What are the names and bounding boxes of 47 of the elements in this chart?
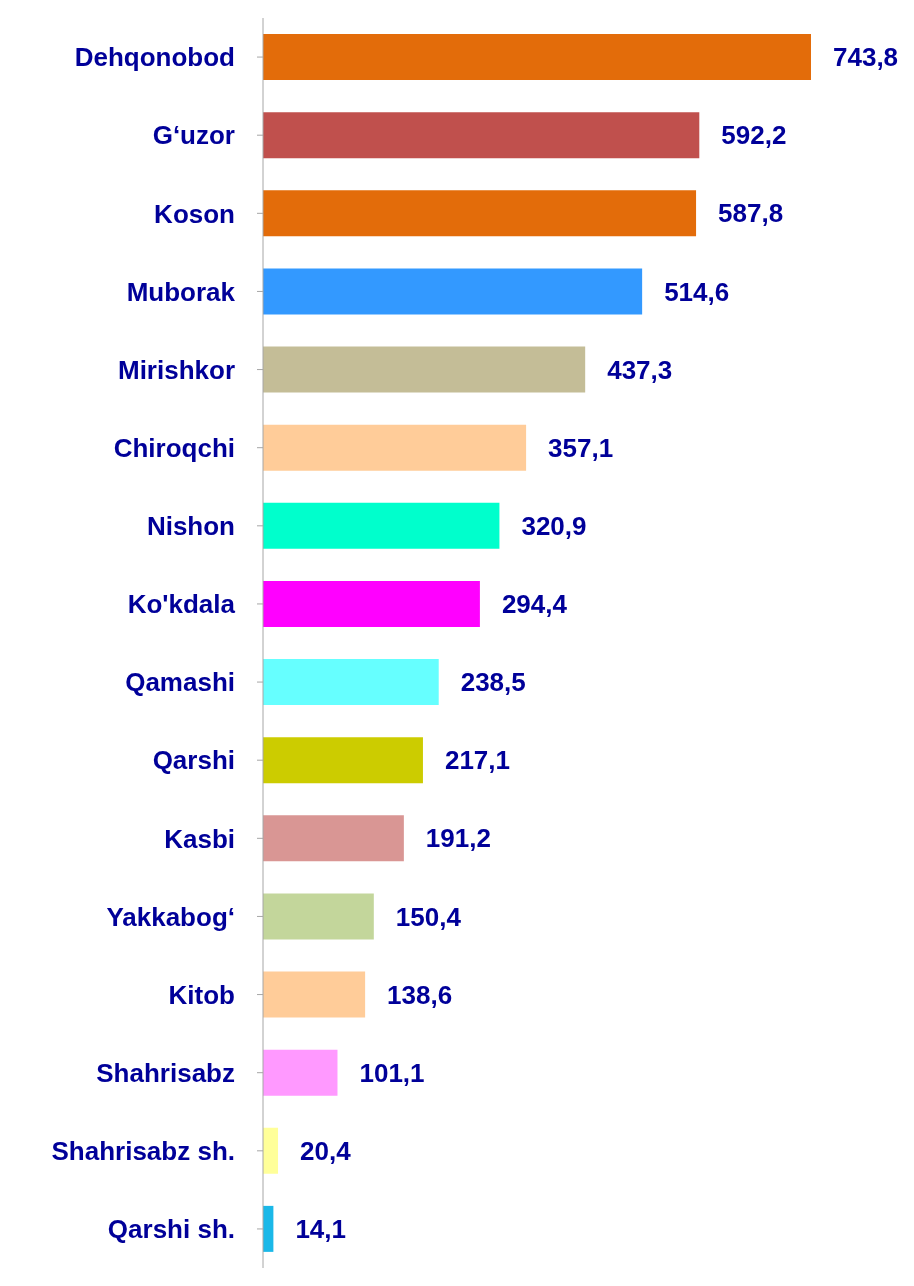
- bar: [263, 34, 811, 80]
- y-tick-label: Dehqonobod: [74, 42, 235, 73]
- data-label: 743,8: [833, 42, 899, 73]
- data-label: 101,1: [359, 1057, 425, 1088]
- data-label: 20,4: [300, 1135, 352, 1166]
- bar: [263, 1127, 279, 1174]
- data-label: 592,2: [721, 120, 787, 151]
- y-tick-label: Qarshi: [152, 745, 235, 776]
- bar: [263, 112, 700, 159]
- y-tick-label: Koson: [154, 198, 235, 229]
- bar: [263, 580, 480, 627]
- bar: [263, 190, 697, 237]
- y-tick-label: G‘uzor: [152, 120, 235, 151]
- y-tick-label: Kitob: [168, 979, 235, 1010]
- bar: [263, 659, 439, 705]
- bar: [263, 893, 374, 940]
- data-label: 138,6: [387, 979, 453, 1010]
- y-tick-label: Ko'kdala: [127, 589, 236, 620]
- y-tick-label: Shahrisabz: [96, 1057, 235, 1088]
- bar: [263, 1049, 338, 1096]
- data-label: 437,3: [607, 354, 673, 385]
- y-tick-label: Nishon: [146, 511, 235, 542]
- bar: [263, 971, 366, 1018]
- data-label: 587,8: [718, 198, 784, 229]
- data-label: 357,1: [548, 432, 614, 463]
- data-label: 217,1: [444, 745, 511, 776]
- y-tick-label: Qamashi: [125, 667, 235, 698]
- y-tick-label: Muborak: [126, 276, 236, 307]
- y-tick-label: Mirishkor: [117, 354, 235, 385]
- data-label: 238,5: [460, 667, 526, 698]
- y-tick-label: Shahrisabz sh.: [51, 1136, 235, 1167]
- data-label: 150,4: [395, 901, 462, 932]
- y-tick-label: Yakkabog‘: [106, 901, 235, 932]
- data-label: 294,4: [501, 589, 568, 620]
- bar: [263, 346, 586, 393]
- y-tick-label: Kasbi: [164, 823, 235, 854]
- data-label: 191,2: [425, 823, 491, 854]
- bar: [263, 424, 527, 471]
- bar: [263, 268, 643, 315]
- y-tick-label: Qarshi sh.: [107, 1214, 235, 1245]
- data-label: 514,6: [664, 276, 730, 307]
- data-label: 320,9: [521, 510, 587, 541]
- data-label: 14,1: [295, 1214, 346, 1245]
- y-tick-label: Chiroqchi: [113, 432, 235, 463]
- bar: [263, 737, 423, 784]
- bar: [263, 502, 500, 549]
- bar: [263, 815, 404, 862]
